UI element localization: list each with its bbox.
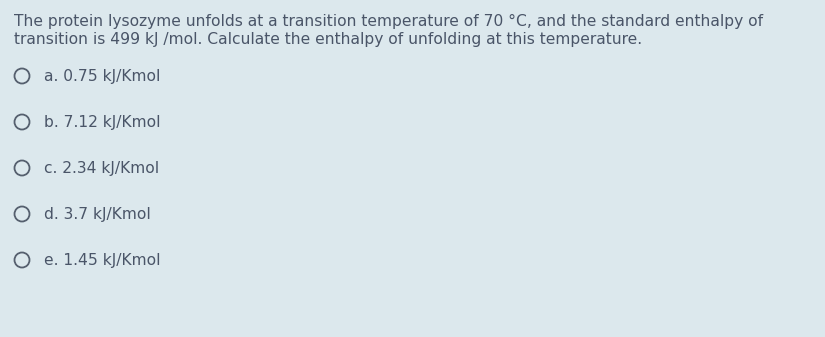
Text: transition is 499 kJ /mol. Calculate the enthalpy of unfolding at this temperatu: transition is 499 kJ /mol. Calculate the…	[14, 32, 642, 47]
Text: b. 7.12 kJ/Kmol: b. 7.12 kJ/Kmol	[44, 115, 161, 129]
Text: d. 3.7 kJ/Kmol: d. 3.7 kJ/Kmol	[44, 207, 151, 221]
Text: e. 1.45 kJ/Kmol: e. 1.45 kJ/Kmol	[44, 252, 161, 268]
Text: The protein lysozyme unfolds at a transition temperature of 70 °C, and the stand: The protein lysozyme unfolds at a transi…	[14, 14, 763, 29]
Text: a. 0.75 kJ/Kmol: a. 0.75 kJ/Kmol	[44, 68, 160, 84]
Text: c. 2.34 kJ/Kmol: c. 2.34 kJ/Kmol	[44, 160, 159, 176]
